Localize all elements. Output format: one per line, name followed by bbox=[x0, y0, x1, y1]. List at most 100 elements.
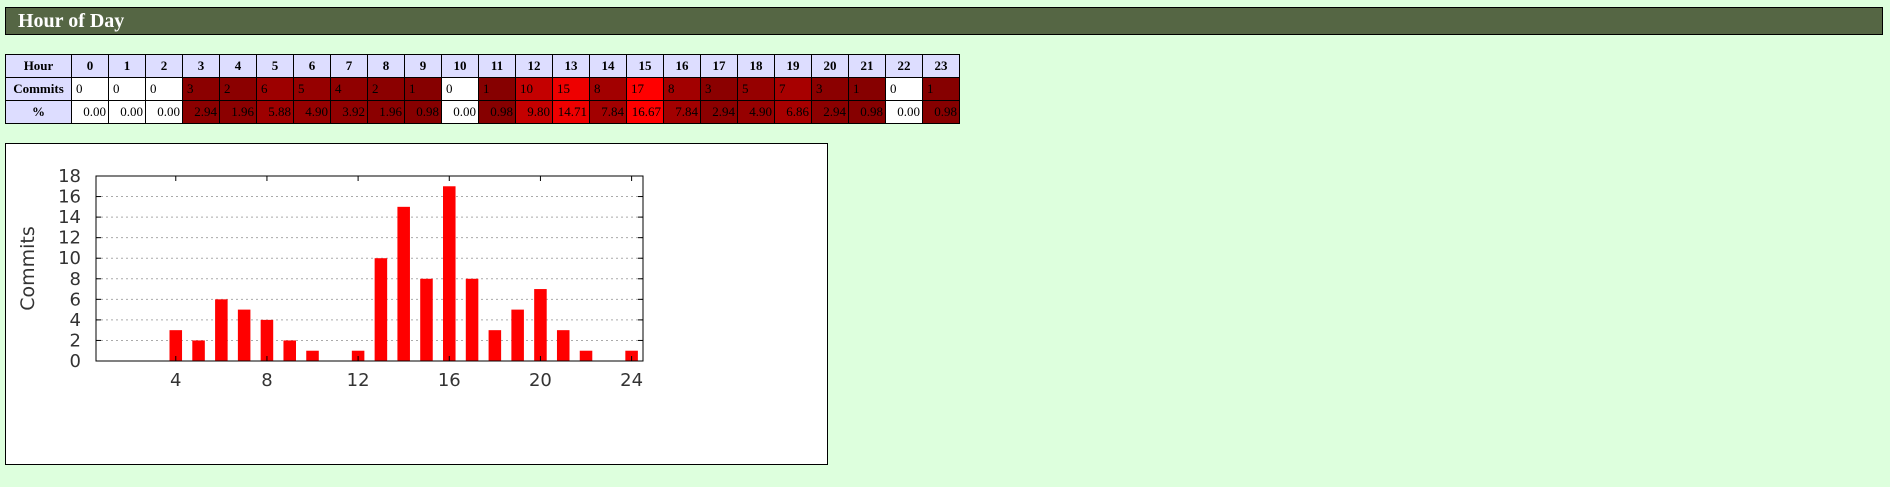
hour-header: 14 bbox=[589, 54, 627, 78]
hour-header: 19 bbox=[774, 54, 812, 78]
commits-cell: 2 bbox=[219, 77, 257, 101]
hour-header: 3 bbox=[182, 54, 220, 78]
commits-cell: 8 bbox=[663, 77, 701, 101]
percent-cell: 1.96 bbox=[219, 100, 257, 124]
bar-hour-22 bbox=[579, 350, 593, 361]
bar-hour-5 bbox=[192, 340, 205, 361]
commits-cell: 17 bbox=[626, 77, 664, 101]
percent-cell: 14.71 bbox=[552, 100, 590, 124]
bar-hour-16 bbox=[443, 186, 456, 361]
table-row-percent: % 0.00 0.00 0.00 2.94 1.96 5.88 4.90 3.92 1.96 0.… bbox=[5, 100, 960, 124]
percent-cell: 2.94 bbox=[700, 100, 738, 124]
bar-hour-7 bbox=[237, 309, 251, 361]
commits-cell: 0 bbox=[441, 77, 479, 101]
hour-header: 5 bbox=[256, 54, 294, 78]
percent-cell: 16.67 bbox=[626, 100, 664, 124]
hour-header: 8 bbox=[367, 54, 405, 78]
row-header-hour: Hour bbox=[5, 54, 72, 78]
percent-cell: 4.90 bbox=[737, 100, 775, 124]
percent-cell: 5.88 bbox=[256, 100, 294, 124]
commits-cell: 1 bbox=[404, 77, 442, 101]
percent-cell: 0.98 bbox=[848, 100, 886, 124]
commits-cell: 15 bbox=[552, 77, 590, 101]
commits-cell: 1 bbox=[478, 77, 516, 101]
commits-cell: 6 bbox=[256, 77, 294, 101]
commits-cell: 10 bbox=[515, 77, 553, 101]
y-tick-label: 4 bbox=[70, 310, 81, 331]
commits-by-hour-chart: 0 2 4 6 8 10 12 14 16 18 4 8 12 16 20 24 Commits bbox=[5, 143, 828, 465]
percent-cell: 1.96 bbox=[367, 100, 405, 124]
chart-bars bbox=[169, 186, 638, 361]
bar-hour-12 bbox=[351, 350, 365, 361]
table-row-hours: Hour 0 1 2 3 4 5 6 7 8 9 10 11 12 13 14 15 16 17 18 19 20 21 2… bbox=[5, 54, 960, 78]
percent-cell: 0.00 bbox=[885, 100, 923, 124]
hour-header: 12 bbox=[515, 54, 553, 78]
hour-header: 18 bbox=[737, 54, 775, 78]
y-axis-label: Commits bbox=[17, 226, 39, 311]
bar-hour-4 bbox=[169, 330, 183, 361]
row-header-percent: % bbox=[5, 100, 72, 124]
hour-header: 17 bbox=[700, 54, 738, 78]
percent-cell: 7.84 bbox=[663, 100, 701, 124]
commits-cell: 5 bbox=[293, 77, 331, 101]
bar-hour-13 bbox=[374, 258, 388, 361]
y-tick-label: 12 bbox=[58, 228, 81, 249]
hour-header: 2 bbox=[145, 54, 183, 78]
y-tick-label: 16 bbox=[58, 187, 81, 208]
commits-cell: 0 bbox=[71, 77, 109, 101]
y-tick-label: 14 bbox=[58, 207, 81, 228]
hour-header: 9 bbox=[404, 54, 442, 78]
bar-hour-15 bbox=[420, 278, 433, 361]
bar-hour-14 bbox=[397, 206, 410, 361]
percent-cell: 0.00 bbox=[441, 100, 479, 124]
table-row-commits: Commits 0 0 0 3 2 6 5 4 2 1 0 1 10 15 8 17 8 3 5 7 3 1 0 1 bbox=[5, 77, 960, 101]
commits-cell: 0 bbox=[145, 77, 183, 101]
x-tick-label: 20 bbox=[529, 370, 552, 391]
commits-cell: 3 bbox=[182, 77, 220, 101]
hour-header: 10 bbox=[441, 54, 479, 78]
x-tick-label: 24 bbox=[620, 370, 643, 391]
commits-cell: 3 bbox=[811, 77, 849, 101]
percent-cell: 0.00 bbox=[71, 100, 109, 124]
hour-header: 15 bbox=[626, 54, 664, 78]
hour-header: 6 bbox=[293, 54, 331, 78]
hour-header: 20 bbox=[811, 54, 849, 78]
percent-cell: 6.86 bbox=[774, 100, 812, 124]
bar-hour-19 bbox=[511, 309, 524, 361]
y-tick-label: 0 bbox=[70, 351, 81, 372]
y-tick-label: 18 bbox=[58, 166, 81, 187]
percent-cell: 2.94 bbox=[182, 100, 220, 124]
commits-cell: 4 bbox=[330, 77, 368, 101]
bar-hour-20 bbox=[534, 289, 547, 361]
commits-cell: 0 bbox=[108, 77, 146, 101]
bar-hour-21 bbox=[556, 330, 570, 361]
commits-cell: 1 bbox=[922, 77, 960, 101]
chart-grid bbox=[96, 196, 643, 341]
x-tick-label: 16 bbox=[438, 370, 461, 391]
hour-header: 13 bbox=[552, 54, 590, 78]
y-tick-label: 8 bbox=[70, 269, 81, 290]
percent-cell: 0.00 bbox=[145, 100, 183, 124]
plot-area-border bbox=[95, 175, 644, 362]
x-tick-label: 8 bbox=[261, 370, 272, 391]
commits-cell: 8 bbox=[589, 77, 627, 101]
commits-cell: 7 bbox=[774, 77, 812, 101]
percent-cell: 0.98 bbox=[404, 100, 442, 124]
bar-hour-8 bbox=[260, 319, 274, 361]
hour-header: 23 bbox=[922, 54, 960, 78]
hour-header: 16 bbox=[663, 54, 701, 78]
x-tick-label: 4 bbox=[170, 370, 181, 391]
percent-cell: 0.00 bbox=[108, 100, 146, 124]
row-header-commits: Commits bbox=[5, 77, 72, 101]
hour-header: 22 bbox=[885, 54, 923, 78]
y-tick-label: 2 bbox=[70, 330, 81, 351]
y-tick-label: 6 bbox=[70, 289, 81, 310]
hour-header: 7 bbox=[330, 54, 368, 78]
percent-cell: 0.98 bbox=[922, 100, 960, 124]
bar-hour-17 bbox=[465, 278, 479, 361]
bar-hour-9 bbox=[283, 340, 296, 361]
percent-cell: 3.92 bbox=[330, 100, 368, 124]
commits-cell: 2 bbox=[367, 77, 405, 101]
